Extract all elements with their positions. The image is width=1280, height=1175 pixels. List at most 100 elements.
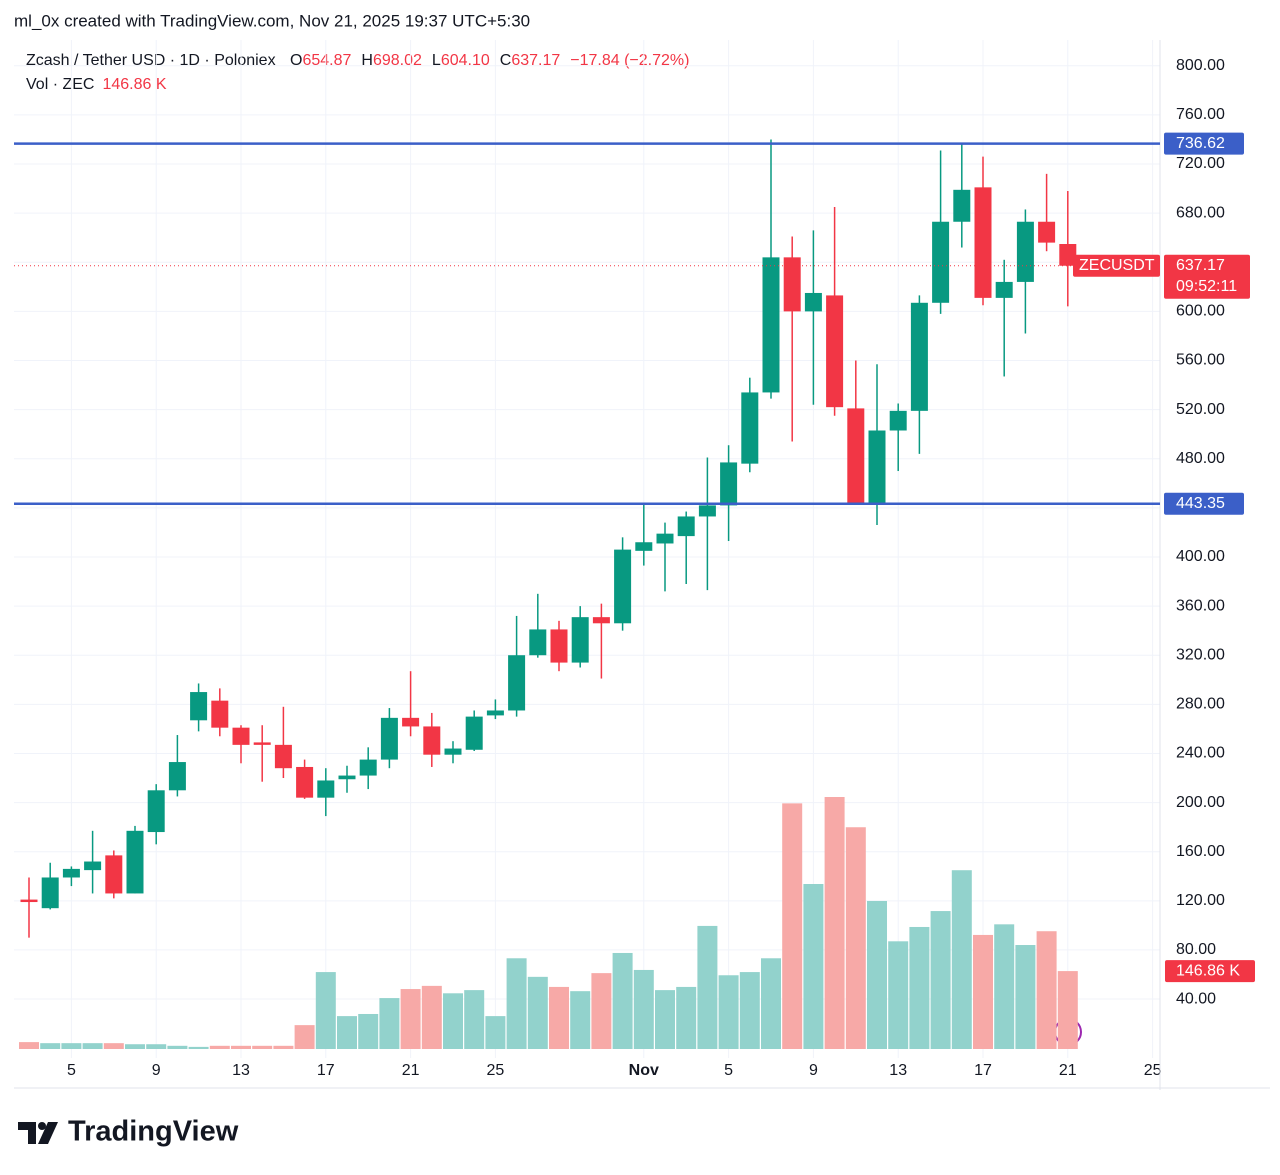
volume-bar — [252, 1045, 273, 1049]
brand: TradingView — [68, 1116, 239, 1148]
legend-key: H — [361, 52, 373, 69]
volume-bar — [549, 986, 569, 1049]
volume-bar — [146, 1044, 167, 1049]
candle-body — [253, 742, 271, 745]
volume-value: 146.86 K — [102, 76, 166, 93]
candle-body — [444, 748, 462, 755]
candle-body — [296, 766, 314, 798]
volume-bar — [824, 797, 845, 1049]
x-tick-label: 25 — [487, 1062, 505, 1079]
candle-body — [20, 899, 38, 903]
volume-bar — [294, 1025, 315, 1049]
candle-body — [211, 700, 229, 728]
candle-body — [423, 726, 441, 755]
x-tick-label: Nov — [629, 1062, 659, 1079]
candle-body — [932, 221, 950, 303]
volume-tag — [1165, 960, 1255, 983]
candle-body — [635, 542, 653, 551]
legend-value: 698.02 — [373, 52, 422, 69]
symbol: Zcash / Tether USD · 1D · Poloniex — [26, 52, 276, 69]
legend-key: C — [500, 52, 512, 69]
x-tick-label: 17 — [974, 1062, 992, 1079]
volume-bar — [591, 973, 612, 1049]
y-tick-label: 760.00 — [1176, 106, 1225, 123]
countdown-label: 09:52:11 — [1176, 278, 1237, 295]
y-tick-label: 520.00 — [1176, 401, 1225, 418]
x-tick-label: 9 — [152, 1062, 161, 1079]
candle-body — [868, 430, 886, 505]
volume-bar — [506, 958, 527, 1049]
candle-body — [508, 655, 526, 711]
volume-bar — [994, 924, 1015, 1049]
volume-bar — [19, 1042, 39, 1049]
volume-bar — [1015, 945, 1036, 1049]
candle-body — [190, 692, 208, 721]
candle-body — [529, 629, 547, 656]
x-tick-label: 5 — [67, 1062, 76, 1079]
volume-bar — [337, 1016, 357, 1049]
volume-bar — [676, 986, 697, 1049]
x-tick-label: 5 — [724, 1062, 733, 1079]
price-tag — [1164, 254, 1250, 299]
candle-body — [126, 830, 144, 894]
x-tick-label: 13 — [232, 1062, 250, 1079]
volume-bar — [633, 969, 654, 1049]
candle-body — [762, 257, 780, 393]
volume-bar — [803, 884, 824, 1049]
candle-body — [359, 759, 377, 776]
volume-bar — [1057, 971, 1078, 1049]
candle-body — [317, 780, 335, 798]
legend-value: 654.87 — [302, 52, 351, 69]
candle-body — [656, 533, 674, 544]
volume-bar — [888, 941, 909, 1049]
volume-bar — [867, 900, 887, 1049]
candle-body — [889, 410, 907, 431]
symbol-tag — [1073, 254, 1160, 277]
volume-tag-label: 146.86 K — [1176, 962, 1240, 979]
x-tick-label: 13 — [889, 1062, 907, 1079]
candle-body — [953, 189, 971, 222]
volume-bar — [718, 975, 739, 1049]
symbol-tag-label: ZECUSDT — [1079, 257, 1155, 274]
credit: ml_0x created with TradingView.com, Nov … — [14, 11, 530, 30]
candle-body — [698, 505, 716, 517]
candle-body — [380, 717, 398, 760]
candle-body — [720, 462, 738, 506]
legend-value: 637.17 — [511, 52, 560, 69]
volume-bar — [782, 803, 803, 1049]
price-tag-label: 736.62 — [1176, 135, 1225, 152]
price-tag-label: 443.35 — [1176, 495, 1225, 512]
y-tick-label: 280.00 — [1176, 696, 1225, 713]
volume-bar — [527, 976, 548, 1049]
y-tick-label: 400.00 — [1176, 548, 1225, 565]
y-tick-label: 320.00 — [1176, 646, 1225, 663]
y-tick-label: 120.00 — [1176, 892, 1225, 909]
volume-name: Vol · ZEC — [26, 76, 94, 93]
volume-bar — [909, 926, 930, 1049]
y-tick-label: 800.00 — [1176, 57, 1225, 74]
volume-bar — [485, 1016, 506, 1049]
volume-bar — [612, 952, 633, 1049]
y-tick-label: 40.00 — [1176, 990, 1216, 1007]
logo — [18, 1122, 58, 1144]
candle-body — [232, 727, 250, 745]
volume-bar — [973, 934, 993, 1049]
candle-body — [1016, 221, 1034, 282]
candle-body — [550, 629, 568, 663]
y-tick-label: 720.00 — [1176, 155, 1225, 172]
candle-body — [105, 855, 123, 894]
y-tick-label: 240.00 — [1176, 745, 1225, 762]
candle-body — [84, 861, 102, 871]
x-tick-label: 17 — [317, 1062, 335, 1079]
candle-body — [274, 744, 292, 769]
volume-bar — [421, 985, 442, 1049]
volume-bar — [231, 1045, 251, 1049]
candle-body — [147, 790, 165, 833]
candle-body — [1038, 221, 1056, 243]
candle-body — [571, 617, 589, 663]
candle-body — [168, 762, 186, 791]
legend: Zcash / Tether USD · 1D · Poloniex O654.… — [26, 52, 689, 69]
x-tick-label: 21 — [402, 1062, 420, 1079]
volume-bar — [125, 1044, 145, 1049]
